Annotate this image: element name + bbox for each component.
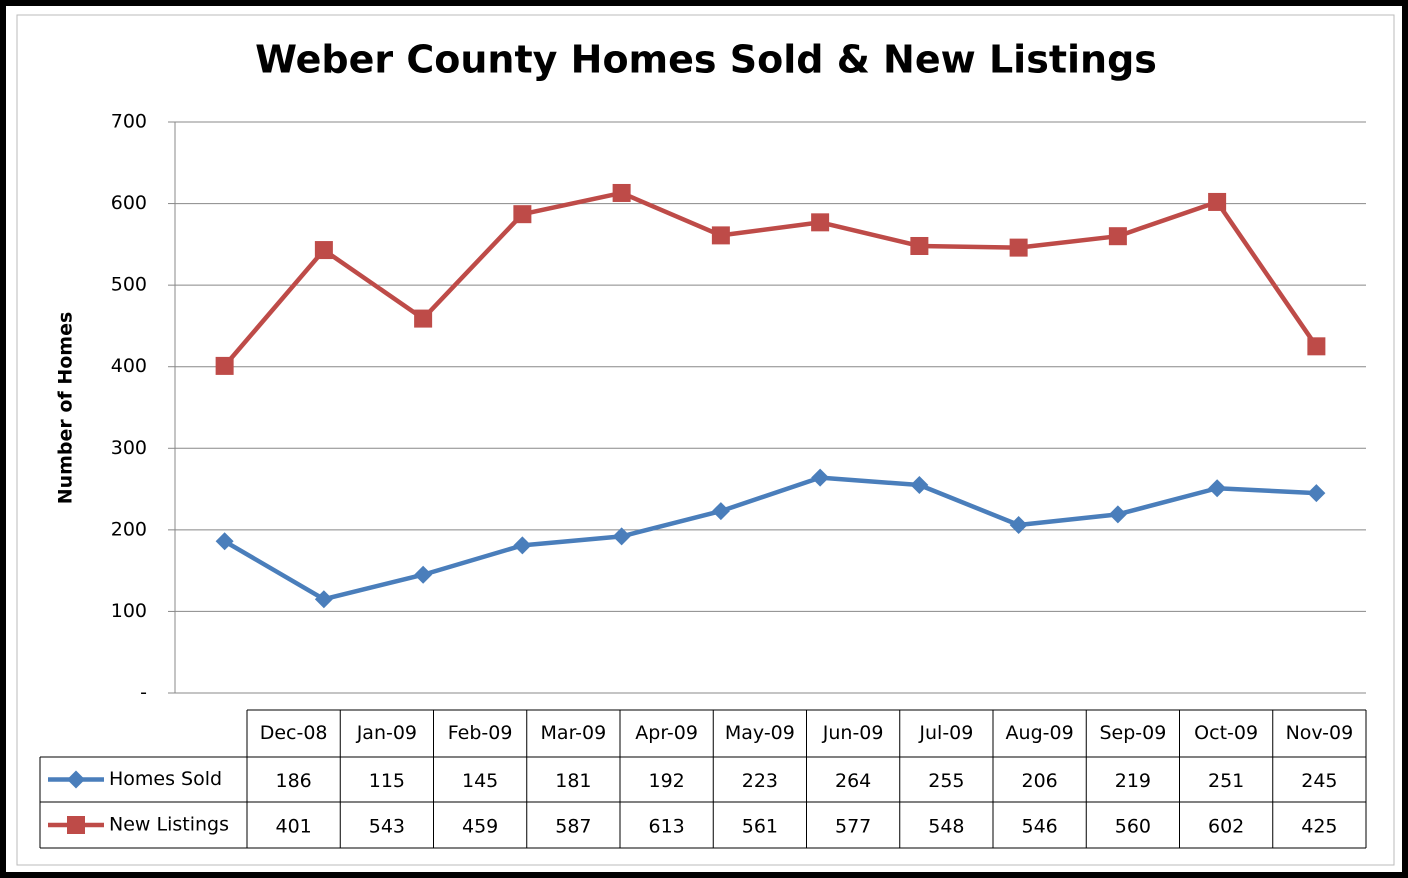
y-tick-label: 200 xyxy=(111,518,147,540)
y-axis-label: Number of Homes xyxy=(55,312,77,505)
x-tick-label: Jun-09 xyxy=(822,722,884,744)
x-tick-label: Jul-09 xyxy=(918,722,973,744)
series-line xyxy=(223,475,1317,602)
x-tick-label: Jan-09 xyxy=(356,722,417,744)
point-marker xyxy=(910,475,929,494)
legend-label: Homes Sold xyxy=(109,768,222,790)
x-tick-label: Aug-09 xyxy=(1006,722,1074,744)
table-value: 602 xyxy=(1208,816,1244,838)
table-value: 613 xyxy=(648,816,684,838)
point-marker xyxy=(1009,515,1028,534)
x-tick-label: Feb-09 xyxy=(448,722,513,744)
point-marker xyxy=(1208,192,1227,211)
table-value: 206 xyxy=(1021,770,1057,792)
point-marker xyxy=(1307,484,1326,503)
point-marker xyxy=(612,527,631,546)
table-value: 548 xyxy=(928,816,964,838)
table-value: 543 xyxy=(369,816,405,838)
point-marker xyxy=(414,309,433,328)
point-marker xyxy=(513,536,532,555)
point-marker xyxy=(711,226,730,245)
x-tick-label: Dec-08 xyxy=(260,722,328,744)
y-tick-label: 500 xyxy=(111,274,147,296)
point-marker xyxy=(1208,479,1227,498)
table-value: 192 xyxy=(648,770,684,792)
table-value: 459 xyxy=(462,816,498,838)
table-value: 560 xyxy=(1115,816,1151,838)
x-tick-label: Oct-09 xyxy=(1194,722,1258,744)
table-value: 115 xyxy=(369,770,405,792)
point-marker xyxy=(1009,238,1028,257)
y-tick-label: 700 xyxy=(111,111,147,133)
legend-marker xyxy=(67,770,85,789)
series-line xyxy=(222,190,1319,368)
table-value: 401 xyxy=(275,816,311,838)
y-tick-label: - xyxy=(140,682,147,704)
y-tick-label: 600 xyxy=(111,192,147,214)
table-value: 223 xyxy=(742,770,778,792)
inner-frame xyxy=(16,14,1395,866)
legend-label: New Listings xyxy=(109,814,229,836)
table-value: 561 xyxy=(742,816,778,838)
point-marker xyxy=(215,356,234,375)
point-marker xyxy=(414,565,433,584)
x-tick-label: May-09 xyxy=(725,722,795,744)
table-value: 245 xyxy=(1301,770,1337,792)
x-tick-label: Nov-09 xyxy=(1286,722,1354,744)
point-marker xyxy=(910,236,929,255)
chart-title: Weber County Homes Sold & New Listings xyxy=(255,38,1157,82)
table-value: 425 xyxy=(1301,816,1337,838)
legend-marker xyxy=(67,816,85,834)
point-marker xyxy=(711,502,730,521)
y-tick-label: 300 xyxy=(111,437,147,459)
y-tick-label: 100 xyxy=(111,600,147,622)
table-value: 219 xyxy=(1115,770,1151,792)
point-marker xyxy=(1307,337,1326,356)
table-value: 546 xyxy=(1021,816,1057,838)
table-value: 186 xyxy=(275,770,311,792)
table-value: 181 xyxy=(555,770,591,792)
point-marker xyxy=(513,205,532,224)
table-value: 264 xyxy=(835,770,871,792)
x-tick-label: Sep-09 xyxy=(1099,722,1166,744)
point-marker xyxy=(612,183,631,202)
point-marker xyxy=(1108,227,1127,246)
table-value: 255 xyxy=(928,770,964,792)
table-value: 587 xyxy=(555,816,591,838)
point-marker xyxy=(314,590,333,609)
point-marker xyxy=(811,468,830,487)
x-tick-label: Apr-09 xyxy=(635,722,698,744)
point-marker xyxy=(811,213,830,232)
table-value: 145 xyxy=(462,770,498,792)
x-tick-label: Mar-09 xyxy=(541,722,607,744)
table-value: 251 xyxy=(1208,770,1244,792)
y-tick-label: 400 xyxy=(111,355,147,377)
point-marker xyxy=(1108,505,1127,524)
point-marker xyxy=(314,241,333,260)
table-value: 577 xyxy=(835,816,871,838)
point-marker xyxy=(215,532,234,551)
